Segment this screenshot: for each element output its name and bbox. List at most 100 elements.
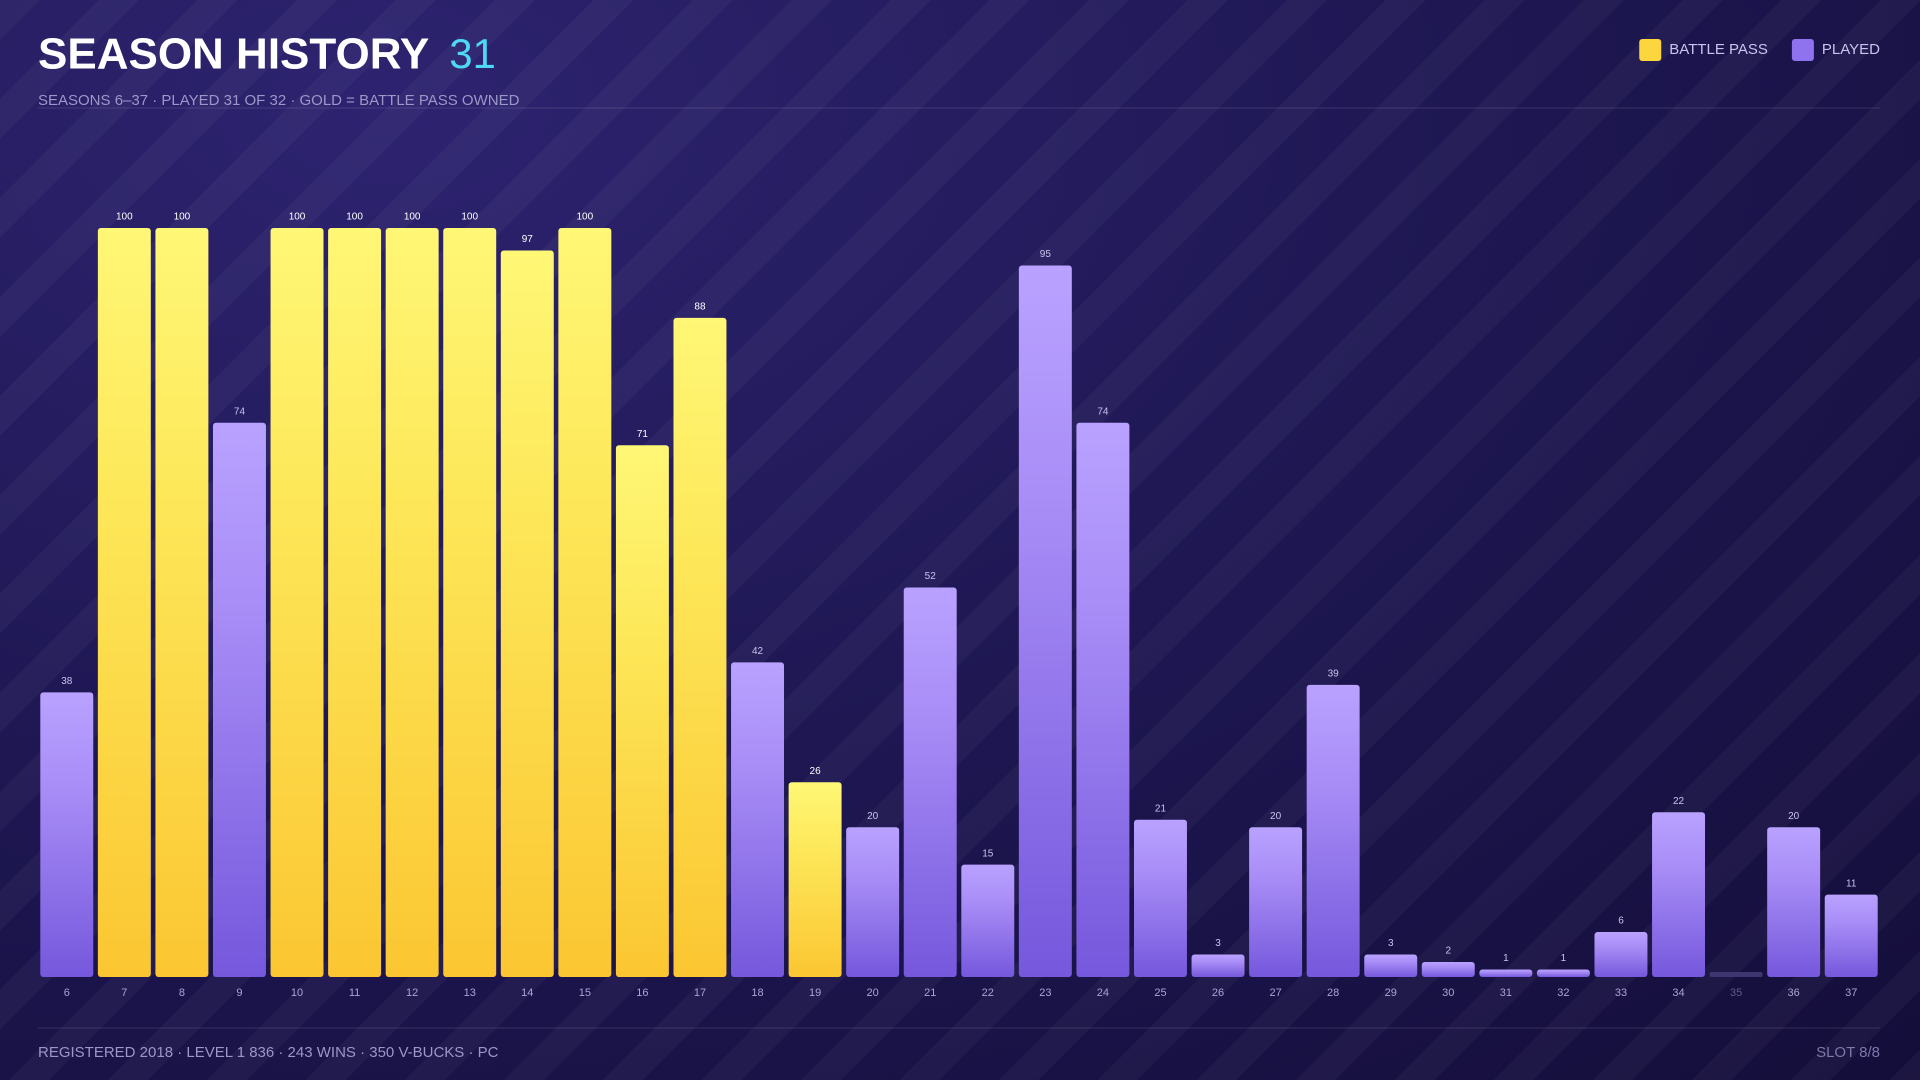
x-tick-label: 36 <box>1788 987 1800 999</box>
bar <box>500 250 554 978</box>
x-tick-label: 33 <box>1615 987 1627 999</box>
legend-label: PLAYED <box>1822 41 1880 58</box>
value-label: 22 <box>1673 796 1685 807</box>
x-tick-label: 21 <box>924 987 936 999</box>
value-label: 39 <box>1328 669 1340 680</box>
legend-swatch <box>1791 39 1814 61</box>
value-label: 11 <box>1846 878 1857 889</box>
x-tick-label: 17 <box>694 987 706 999</box>
value-label: 100 <box>461 212 478 223</box>
legend-label: BATTLE PASS <box>1669 41 1768 58</box>
x-tick-label: 7 <box>121 987 127 999</box>
bar <box>558 228 612 977</box>
x-tick-label: 18 <box>751 987 763 999</box>
value-label: 1 <box>1503 953 1509 964</box>
x-tick-label: 27 <box>1269 987 1281 999</box>
legend: PLAYED BATTLE PASS <box>1639 39 1880 61</box>
x-tick-label: 10 <box>291 987 303 999</box>
bar <box>1594 932 1648 977</box>
x-tick-label: 6 <box>64 987 70 999</box>
bar <box>1767 827 1821 977</box>
value-label: 38 <box>61 676 73 687</box>
x-tick-label: 20 <box>867 987 879 999</box>
value-label: 100 <box>174 212 191 223</box>
bar <box>1249 827 1303 977</box>
bar <box>1536 969 1590 977</box>
x-tick-label: 32 <box>1557 987 1569 999</box>
x-tick-label: 25 <box>1154 987 1166 999</box>
bar <box>1479 969 1533 977</box>
footer-left: REGISTERED 2018 · LEVEL 1 836 · 243 WINS… <box>38 1044 499 1061</box>
value-label: 74 <box>234 406 246 417</box>
x-tick-label: 37 <box>1845 987 1857 999</box>
bar <box>270 228 324 977</box>
bar <box>1076 422 1130 977</box>
x-tick-label: 9 <box>236 987 242 999</box>
value-label: 100 <box>346 212 363 223</box>
x-tick-label: 22 <box>982 987 994 999</box>
value-label: 100 <box>577 212 594 223</box>
bar <box>1133 819 1187 977</box>
x-tick-label: 31 <box>1500 987 1512 999</box>
value-label: 21 <box>1155 803 1167 814</box>
x-tick-label: 24 <box>1097 987 1109 999</box>
bar <box>443 228 497 977</box>
bar <box>673 317 727 977</box>
value-label: 26 <box>810 766 822 777</box>
value-label: 3 <box>1388 938 1394 949</box>
bar <box>1364 954 1418 977</box>
x-tick-label: 29 <box>1385 987 1397 999</box>
value-label: 88 <box>694 302 706 313</box>
bar <box>961 864 1015 977</box>
chart-title: SEASON HISTORY <box>38 30 429 79</box>
bar <box>1306 684 1360 977</box>
value-label: 52 <box>925 571 937 582</box>
x-tick-label: 14 <box>521 987 533 999</box>
bar <box>1191 954 1245 977</box>
title-count: 31 <box>449 30 496 77</box>
value-label: 97 <box>522 234 534 245</box>
value-label: 100 <box>289 212 306 223</box>
value-label: 15 <box>982 848 994 859</box>
x-tick-label: 30 <box>1442 987 1454 999</box>
bar <box>731 662 785 977</box>
value-label: 100 <box>116 212 133 223</box>
x-tick-label: 23 <box>1039 987 1051 999</box>
value-label: 20 <box>1788 811 1800 822</box>
legend-swatch <box>1639 39 1662 61</box>
x-tick-label: 28 <box>1327 987 1339 999</box>
value-label: 100 <box>404 212 421 223</box>
bar <box>615 445 669 978</box>
bar <box>328 228 382 977</box>
x-tick-label: 8 <box>179 987 185 999</box>
x-tick-label: 11 <box>349 987 360 999</box>
value-label: 6 <box>1618 916 1624 927</box>
subtitle: SEASONS 6–37 · PLAYED 31 OF 32 · GOLD = … <box>38 92 520 109</box>
bar <box>1421 962 1475 977</box>
bar <box>1652 812 1706 977</box>
bar <box>212 422 266 977</box>
x-tick-label: 16 <box>636 987 648 999</box>
x-tick-label: 19 <box>809 987 821 999</box>
x-tick-label: 15 <box>579 987 591 999</box>
value-label: 2 <box>1446 946 1452 957</box>
footer-right: SLOT 8/8 <box>1816 1044 1880 1061</box>
x-tick-label: 13 <box>464 987 476 999</box>
x-tick-label: 26 <box>1212 987 1224 999</box>
value-label: 42 <box>752 646 764 657</box>
bar <box>846 827 900 977</box>
value-label: 71 <box>637 429 649 440</box>
x-tick-label: 34 <box>1672 987 1684 999</box>
value-label: 3 <box>1215 938 1221 949</box>
value-label: 74 <box>1097 406 1109 417</box>
bar <box>903 587 957 977</box>
bar <box>97 228 151 977</box>
x-tick-label: 12 <box>406 987 418 999</box>
value-label: 95 <box>1040 249 1052 260</box>
empty-slot <box>1709 972 1763 977</box>
x-tick-label: 35 <box>1730 987 1742 999</box>
bar <box>155 228 209 977</box>
value-label: 20 <box>867 811 879 822</box>
